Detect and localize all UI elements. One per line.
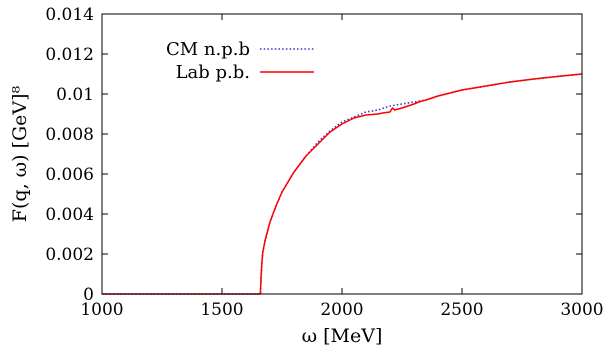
series-line-lab-pb — [102, 73, 583, 295]
series-line-cm-npb — [102, 73, 583, 295]
y-tick-label: 0.012 — [45, 45, 94, 65]
y-tick-label: 0.004 — [45, 205, 94, 225]
x-tick-label: 1000 — [80, 300, 123, 320]
plot-frame — [101, 13, 583, 295]
x-tick-label: 1500 — [200, 300, 243, 320]
y-tick-label: 0 — [83, 285, 94, 305]
x-tick-label: 2000 — [320, 300, 363, 320]
y-tick-label: 0.008 — [45, 125, 94, 145]
x-axis-label: ω [MeV] — [302, 325, 383, 347]
x-tick-label: 3000 — [560, 300, 603, 320]
y-tick-label: 0.006 — [45, 165, 94, 185]
y-tick-label: 0.014 — [45, 5, 94, 25]
legend-label: Lab p.b. — [176, 62, 250, 83]
x-tick-label: 2500 — [440, 300, 483, 320]
y-tick-label: 0.002 — [45, 245, 94, 265]
y-tick-label: 0.01 — [56, 85, 94, 105]
legend-label: CM n.p.b — [166, 39, 250, 60]
y-axis-label: F(q, ω) [GeV]⁸ — [9, 85, 31, 222]
